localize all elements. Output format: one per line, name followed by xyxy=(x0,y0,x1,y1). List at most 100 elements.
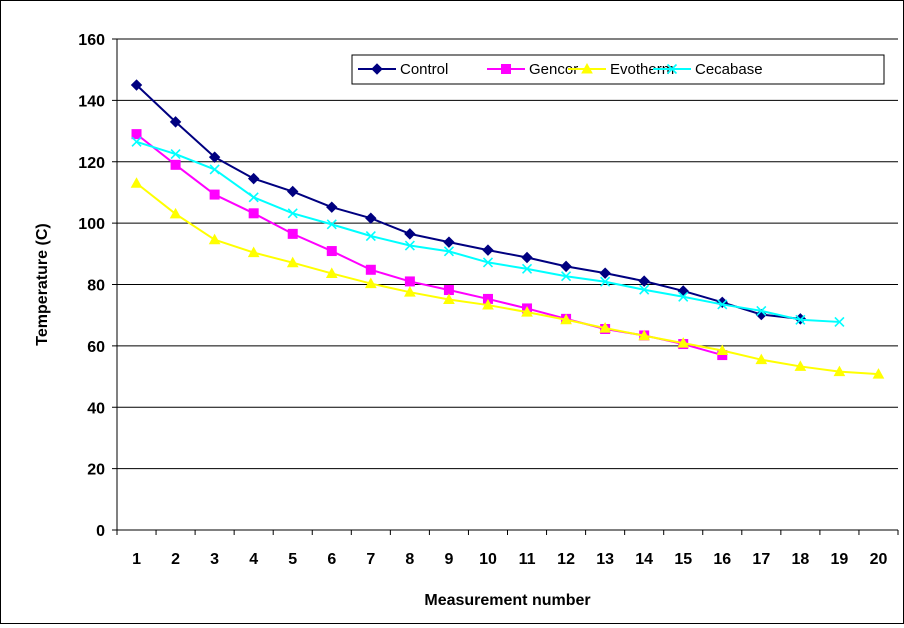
gencor-point xyxy=(287,228,298,239)
evotherm-point xyxy=(872,368,885,379)
y-tick-label: 140 xyxy=(78,93,105,110)
y-tick-label: 100 xyxy=(78,216,105,233)
control-point xyxy=(560,260,572,273)
axes xyxy=(112,38,899,535)
evotherm-point xyxy=(638,329,651,341)
cecabase-point xyxy=(834,316,845,328)
evotherm-point xyxy=(169,207,182,219)
marker-stroke xyxy=(287,208,298,219)
control-point xyxy=(247,172,260,185)
control-point xyxy=(287,185,299,198)
legend-marker-control xyxy=(371,63,383,75)
legend-item-control: Control xyxy=(358,61,448,78)
legend-label-gencor: Gencor xyxy=(529,61,578,78)
cecabase-point xyxy=(482,257,494,268)
y-tick-label: 60 xyxy=(87,339,105,356)
gridlines xyxy=(117,38,898,531)
marker-stroke xyxy=(365,230,376,242)
marker-stroke xyxy=(521,263,533,274)
evotherm-point xyxy=(560,313,572,325)
gencor-point xyxy=(404,276,415,287)
control-point xyxy=(521,251,533,264)
x-tick-label: 3 xyxy=(210,551,219,568)
x-tick-label: 18 xyxy=(791,551,809,568)
marker-stroke xyxy=(600,276,611,287)
x-tick-label: 14 xyxy=(635,551,653,568)
cecabase-point xyxy=(521,263,533,274)
evotherm-point xyxy=(247,246,260,258)
cecabase-point xyxy=(443,246,454,257)
cecabase-point xyxy=(600,276,611,287)
cecabase-point xyxy=(561,271,572,282)
evotherm-point xyxy=(677,337,690,348)
x-tick-label: 17 xyxy=(752,551,770,568)
x-tick-label: 6 xyxy=(327,551,336,568)
control-point xyxy=(404,228,416,240)
evotherm-point xyxy=(833,365,846,377)
x-tick-label: 1 xyxy=(132,551,141,568)
gencor-point xyxy=(443,285,454,296)
cecabase-point xyxy=(365,230,376,242)
cecabase-point xyxy=(756,305,767,316)
control-point xyxy=(208,151,221,163)
marker-stroke xyxy=(443,246,454,257)
marker-stroke xyxy=(248,192,259,203)
control-point xyxy=(326,201,338,213)
y-tick-label: 20 xyxy=(87,462,105,479)
control-point xyxy=(677,285,689,297)
evotherm-point xyxy=(404,286,416,297)
evotherm-point xyxy=(208,233,221,245)
marker-stroke xyxy=(795,314,806,325)
x-tick-label: 12 xyxy=(557,551,575,568)
cecabase-point xyxy=(404,240,415,251)
gencor-point xyxy=(209,189,220,200)
x-tick-label: 8 xyxy=(405,551,414,568)
gencor-point xyxy=(170,159,181,170)
legend-item-gencor: Gencor xyxy=(487,61,578,78)
evotherm-point xyxy=(755,353,768,365)
x-tick-label: 19 xyxy=(831,551,849,568)
control-point xyxy=(638,275,650,287)
marker-stroke xyxy=(404,240,415,251)
x-tick-label: 11 xyxy=(519,551,536,568)
legend-marker-evotherm xyxy=(581,62,593,74)
marker-stroke xyxy=(482,257,494,268)
evotherm-point xyxy=(364,277,377,289)
legend-item-evotherm: Evotherm xyxy=(568,61,674,78)
series-control xyxy=(130,79,807,325)
control-point xyxy=(169,116,182,128)
y-tick-label: 40 xyxy=(87,400,105,417)
gencor-line xyxy=(135,133,723,357)
cecabase-point xyxy=(209,164,220,175)
series-evotherm xyxy=(130,177,885,379)
legend-label-control: Control xyxy=(400,61,448,78)
cecabase-point xyxy=(248,192,259,203)
evotherm-point xyxy=(130,177,143,188)
series-layer xyxy=(130,79,885,379)
x-tick-label: 15 xyxy=(674,551,692,568)
marker-stroke xyxy=(678,291,689,302)
y-tick-label: 80 xyxy=(87,278,105,295)
marker-stroke xyxy=(326,219,337,230)
legend-marker-gencor xyxy=(501,64,511,74)
cecabase-point xyxy=(795,314,806,325)
x-tick-label: 9 xyxy=(444,551,453,568)
cecabase-point xyxy=(678,291,689,302)
control-point xyxy=(365,212,377,224)
marker-stroke xyxy=(561,271,572,282)
x-tick-label: 2 xyxy=(171,551,180,568)
x-tick-label: 13 xyxy=(596,551,614,568)
y-tick-label: 120 xyxy=(78,155,105,172)
cecabase-point xyxy=(170,149,181,160)
legend-box xyxy=(351,54,885,85)
control-point xyxy=(130,79,143,91)
evotherm-point xyxy=(443,293,455,305)
legend-marker-cecabase xyxy=(666,63,678,75)
x-tick-label: 16 xyxy=(713,551,731,568)
marker-stroke xyxy=(639,284,650,295)
cecabase-point xyxy=(287,208,298,219)
x-axis-title: Measurement number xyxy=(424,592,590,609)
